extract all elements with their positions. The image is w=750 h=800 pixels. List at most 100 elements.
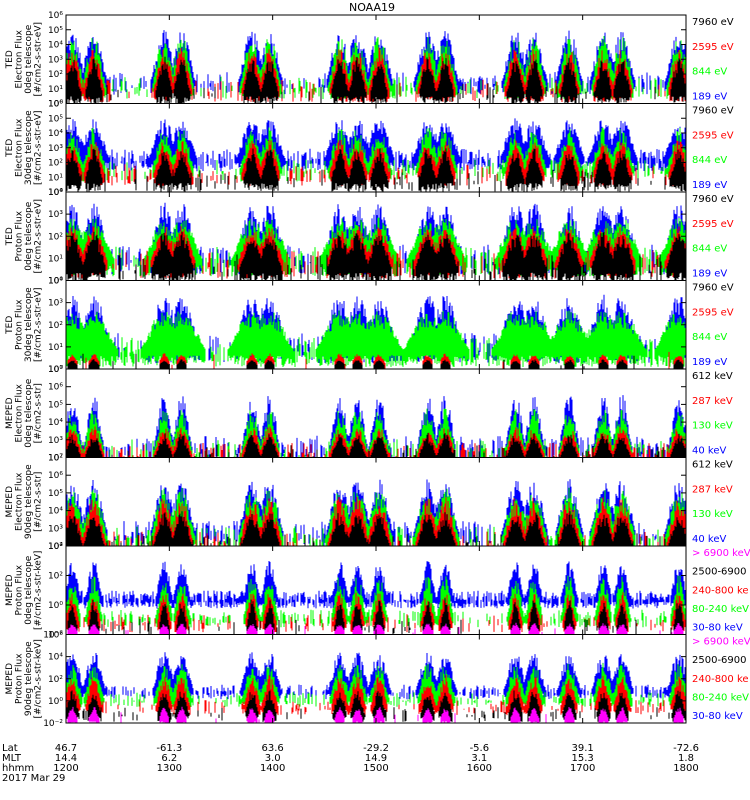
panel-5-ylabel: MEPEDElectron Flux0deg telescope[#/cm2-s… xyxy=(5,378,44,448)
ylabel-line: [#/cm2-s-str] xyxy=(34,383,44,443)
x-hhmm-label: 1700 xyxy=(570,763,595,774)
panel-1-ylabel: TEDElectron Flux0deg telescope[#/cm2-s-s… xyxy=(5,22,44,97)
x-row-label-lat: Lat xyxy=(2,743,18,754)
ylabel-line: TED xyxy=(5,227,15,246)
y-tick-label: 10⁴ xyxy=(48,188,63,198)
legend-entry: > 6900 keV xyxy=(692,548,750,559)
panel-3: 10⁰ 10¹ 10² 10³ 10⁴ TEDProton Flux0deg telesc… xyxy=(5,188,734,287)
y-tick-label: 10⁶ xyxy=(48,383,63,393)
ylabel-line: [#/cm2-s-str-eV] xyxy=(34,287,44,362)
panel-4-series-4 xyxy=(67,353,684,369)
x-hhmm-label: 1400 xyxy=(260,763,285,774)
y-tick-label: 10³ xyxy=(48,436,63,446)
y-tick-label: 10⁰ xyxy=(48,188,63,198)
panel-4: 10⁰ 10¹ 10² 10³ 10⁴ TEDProton Flux30deg teles… xyxy=(5,277,734,376)
y-tick-label: 10⁰ xyxy=(48,100,63,110)
y-tick-label: 10⁶ xyxy=(48,471,63,481)
ylabel-line: [#/cm2-s-str-keV] xyxy=(34,551,44,630)
y-tick-label: 10⁴ xyxy=(48,418,63,428)
x-mlt-label: 1.8 xyxy=(678,753,694,764)
panel-2-ylabel: TEDElectron Flux30deg telescope[#/cm2-s-… xyxy=(5,110,44,185)
panel-3-ylabel: TEDProton Flux0deg telescope[#/cm2-s-str… xyxy=(5,199,44,274)
y-tick-label: 10² xyxy=(48,454,63,464)
x-mlt-label: 6.2 xyxy=(161,753,177,764)
panel-7-plot xyxy=(66,561,686,635)
legend-entry: 2595 eV xyxy=(692,42,734,53)
panel-2-plot xyxy=(66,118,686,192)
ylabel-line: MEPED xyxy=(5,663,15,695)
legend-entry: 287 keV xyxy=(692,484,733,495)
ylabel-line: 0deg telescope xyxy=(24,555,34,625)
legend-entry: 80-240 keV xyxy=(692,604,749,615)
panel-6-plot xyxy=(66,479,686,546)
ylabel-line: Proton Flux xyxy=(15,299,25,350)
y-tick-label: 10³ xyxy=(48,144,63,154)
ylabel-line: 90deg telescope xyxy=(24,464,34,539)
ylabel-line: Proton Flux xyxy=(15,564,25,615)
panel-6-ylabel: MEPEDElectron Flux90deg telescope[#/cm2-… xyxy=(5,464,44,539)
ylabel-line: [#/cm2-s-str-eV] xyxy=(34,110,44,185)
y-tick-label: 10⁴ xyxy=(48,277,63,287)
legend-entry: 40 keV xyxy=(692,446,726,457)
legend-entry: 2595 eV xyxy=(692,219,734,230)
panel-3-plot xyxy=(66,202,686,281)
y-tick-label: 10¹ xyxy=(48,254,63,264)
legend-entry: > 6900 keV xyxy=(692,637,750,648)
x-row-label-hhmm: hhmm xyxy=(2,763,34,774)
y-tick-label: 10⁵ xyxy=(48,489,63,499)
y-tick-label: 10⁻² xyxy=(43,631,63,641)
ylabel-line: 0deg telescope xyxy=(24,201,34,271)
ylabel-line: Electron Flux xyxy=(15,29,25,88)
y-tick-label: 10⁵ xyxy=(48,26,63,36)
y-tick-label: 10³ xyxy=(48,210,63,220)
x-row-label-mlt: MLT xyxy=(2,753,22,764)
y-tick-label: 10⁴ xyxy=(48,41,63,51)
y-tick-label: 10⁷ xyxy=(48,365,63,375)
x-lat-label: -72.6 xyxy=(673,743,699,754)
legend-entry: 189 eV xyxy=(692,357,727,368)
y-tick-label: 10² xyxy=(48,70,63,80)
legend-entry: 7960 eV xyxy=(692,283,734,294)
legend-entry: 130 keV xyxy=(692,421,733,432)
x-mlt-label: 3.0 xyxy=(265,753,281,764)
ylabel-line: 0deg telescope xyxy=(24,24,34,94)
y-tick-label: 10² xyxy=(48,159,63,169)
panel-8: 10⁻² 10⁰ 10² 10⁴ 10⁶ MEPEDProton Flux90deg te… xyxy=(5,631,750,730)
x-lat-label: 39.1 xyxy=(572,743,594,754)
y-tick-label: 10² xyxy=(48,675,63,685)
legend-entry: 612 keV xyxy=(692,460,733,471)
ylabel-line: Proton Flux xyxy=(15,210,25,261)
ylabel-line: TED xyxy=(5,316,15,335)
legend-entry: 2595 eV xyxy=(692,130,734,141)
panel-1-series-4 xyxy=(66,56,686,104)
y-tick-label: 10³ xyxy=(48,524,63,534)
y-tick-label: 10⁴ xyxy=(48,507,63,517)
panel-4-ylabel: TEDProton Flux30deg telescope[#/cm2-s-st… xyxy=(5,287,44,362)
y-tick-label: 10⁶ xyxy=(48,11,63,21)
y-tick-label: 10⁰ xyxy=(48,601,63,611)
ylabel-line: 30deg telescope xyxy=(24,110,34,185)
panel-7-ylabel: MEPEDProton Flux0deg telescope[#/cm2-s-s… xyxy=(5,551,44,630)
ylabel-line: Proton Flux xyxy=(15,653,25,704)
y-tick-label: 10⁶ xyxy=(48,631,63,641)
y-tick-label: 10⁰ xyxy=(48,277,63,287)
legend-entry: 30-80 keV xyxy=(692,711,743,722)
y-tick-label: 10² xyxy=(48,321,63,331)
x-mlt-label: 14.9 xyxy=(365,753,387,764)
y-tick-label: 10¹ xyxy=(48,85,63,95)
y-tick-label: 10¹ xyxy=(48,343,63,353)
panel-1: 10⁰ 10¹ 10² 10³ 10⁴ 10⁵ 10⁶ TEDElectron Flux0de… xyxy=(5,11,734,110)
x-mlt-label: 14.4 xyxy=(55,753,77,764)
y-tick-label: 10⁵ xyxy=(48,114,63,124)
panel-8-plot xyxy=(66,652,686,723)
date-label: 2017 Mar 29 xyxy=(2,773,65,784)
legend-entry: 7960 eV xyxy=(692,194,734,205)
x-hhmm-label: 1800 xyxy=(673,763,698,774)
panel-3-series-4 xyxy=(66,231,686,281)
y-tick-label: 10³ xyxy=(48,299,63,309)
y-tick-label: 10⁶ xyxy=(48,100,63,110)
legend-entry: 2500-6900 xyxy=(692,567,747,578)
legend-entry: 189 eV xyxy=(692,92,727,103)
legend-entry: 130 keV xyxy=(692,509,733,520)
